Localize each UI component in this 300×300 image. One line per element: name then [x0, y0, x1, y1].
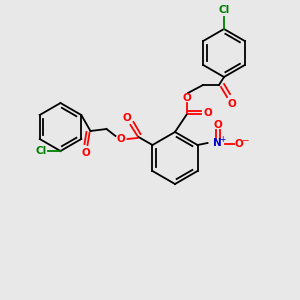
Text: Cl: Cl — [36, 146, 47, 156]
Text: O: O — [204, 107, 212, 118]
Text: +: + — [219, 134, 226, 143]
Text: Cl: Cl — [218, 5, 230, 15]
Text: O: O — [183, 93, 191, 103]
Text: O: O — [213, 120, 222, 130]
Text: O: O — [81, 148, 90, 158]
Text: O: O — [234, 139, 243, 149]
Text: N: N — [213, 138, 222, 148]
Text: O: O — [228, 99, 236, 109]
Text: −: − — [241, 136, 248, 145]
Text: O: O — [122, 113, 131, 123]
Text: O: O — [116, 134, 125, 144]
